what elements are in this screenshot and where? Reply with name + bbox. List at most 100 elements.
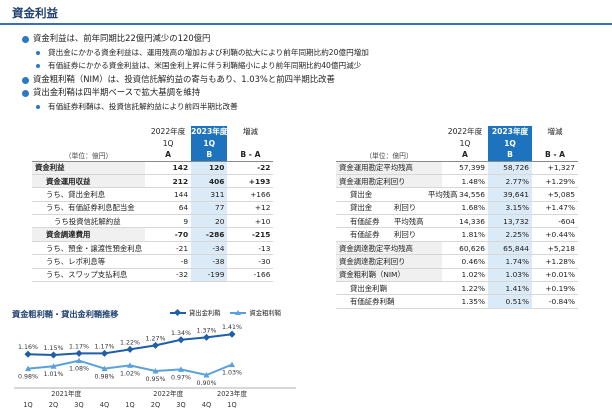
row-label: 資金調達勘定平均残高 — [336, 241, 442, 256]
data-point — [229, 361, 235, 368]
yield-table: 2022年度 2023年度 増減 1Q 1Q （単位：億円） A B B - A… — [336, 126, 578, 309]
data-point — [50, 363, 57, 369]
col-year-diff: 増減 — [547, 127, 563, 137]
cell-b: 39,641 — [488, 187, 532, 202]
data-point — [100, 349, 109, 357]
table-header-letter: （単位：億円） A B B - A — [32, 149, 273, 161]
cell-a: 9 — [145, 214, 192, 229]
cell-a: 0.46% — [442, 254, 488, 269]
unit-label: （単位：億円） — [64, 151, 113, 160]
table-row: 資金調達勘定利回り 0.46% 1.74% +1.28% — [336, 254, 578, 269]
data-label: 1.15% — [43, 345, 63, 352]
cell-diff: -22 — [227, 160, 274, 175]
cell-a: -70 — [145, 227, 192, 242]
year-label: 2023年度 — [217, 389, 247, 398]
col-q-a: 1Q — [459, 138, 471, 148]
cell-b: 77 — [191, 201, 228, 216]
data-point — [101, 365, 108, 372]
col-year-b: 2023年度 — [488, 126, 532, 138]
cell-b: 311 — [191, 187, 228, 202]
cell-diff: +0.44% — [532, 227, 578, 242]
data-label: 1.34% — [171, 330, 191, 337]
margin-trend-chart: 1.16% 1.15% 1.17% 1.17% 1.22% 1.27% 1.34% 1.37%… — [14, 324, 296, 409]
cell-a: 34,556 — [442, 187, 488, 202]
col-letter-diff: B - A — [240, 150, 261, 160]
data-point — [76, 357, 82, 364]
row-label-main: 有価証券 — [350, 230, 380, 240]
row-label: 貸出金利鞘 — [336, 281, 442, 296]
table-row: 有価証券 平均残高 14,336 13,732 -604 — [336, 214, 578, 229]
tick-label: 1Q — [23, 401, 32, 409]
cell-b: 1.03% — [488, 268, 532, 283]
row-label-main: 貸出金 — [350, 203, 373, 213]
table-row: 貸出金利鞘 1.22% 1.41% +0.19% — [336, 281, 578, 296]
table-row: 資金粗利鞘（NIM） 1.02% 1.03% +0.01% — [336, 268, 578, 283]
row-label: 貸出金 利回り — [336, 201, 442, 216]
tick-label: 3Q — [74, 401, 83, 409]
row-label: 資金運用収益 — [32, 174, 146, 189]
row-label: 資金調達費用 — [32, 227, 146, 242]
cell-b: 120 — [191, 160, 228, 175]
data-label: 0.90% — [196, 380, 216, 387]
data-point — [49, 351, 58, 359]
data-point — [177, 336, 185, 344]
data-label: 0.97% — [171, 374, 191, 381]
tick-label: 2Q — [151, 401, 160, 409]
col-q-a: 1Q — [162, 138, 174, 148]
table-row: うち、預金・譲渡性預金利息 -21 -34 -13 — [32, 241, 274, 256]
table-header-year: 2022年度 2023年度 増減 — [32, 126, 273, 138]
cell-a: 60,626 — [442, 241, 488, 256]
tick-label: 2Q — [49, 401, 58, 409]
funding-income-table: 2022年度 2023年度 増減 1Q 1Q （単位：億円） A B B - A… — [32, 126, 274, 283]
cell-a: 1.35% — [442, 294, 488, 309]
cell-diff: +193 — [227, 174, 274, 189]
cell-a: -21 — [145, 241, 192, 256]
row-label-sub: 平均残高 — [428, 189, 458, 199]
page-title: 資金利益 — [12, 6, 58, 20]
cell-diff: -604 — [532, 214, 578, 229]
cell-b: 1.41% — [488, 281, 532, 296]
row-label: うち、貸出金利息 — [32, 187, 146, 202]
cell-b: 406 — [191, 174, 228, 189]
data-label: 1.17% — [69, 343, 89, 350]
bullet-3-sub-1: 有価証券利鞘は、投資信託解約益により前四半期比改善 — [22, 100, 602, 114]
col-q-diff — [227, 138, 273, 150]
table-header-letter: （単位：億円） A B B - A — [336, 149, 578, 161]
data-point — [178, 366, 184, 372]
data-label: 0.98% — [18, 374, 38, 381]
table-row: 資金調達勘定平均残高 60,626 65,844 +5,218 — [336, 241, 578, 256]
bullet-3: 貸出金利鞘は四半期ベースで拡大基調を維持 — [22, 86, 602, 100]
data-point — [151, 341, 160, 349]
unit-label: （単位：億円） — [365, 151, 413, 160]
row-label-main: 有価証券 — [350, 216, 380, 226]
table-row: うち投資信託解約益 9 20 +10 — [32, 214, 274, 229]
cell-diff: -215 — [227, 227, 274, 242]
data-label: 0.95% — [145, 376, 165, 383]
cell-b: -199 — [191, 268, 228, 283]
cell-diff: -13 — [227, 241, 274, 256]
cell-a: 1.02% — [442, 268, 488, 283]
cell-b: -286 — [191, 227, 228, 242]
row-label: 貸出金 平均残高 — [336, 187, 458, 202]
data-label: 1.41% — [222, 324, 242, 331]
cell-b: 1.74% — [488, 254, 532, 269]
data-label: 1.17% — [94, 343, 114, 350]
cell-diff: +1,327 — [532, 160, 578, 175]
cell-b: 20 — [191, 214, 228, 229]
cell-diff: +5,085 — [532, 187, 578, 202]
cell-a: 57,399 — [442, 160, 488, 175]
data-point — [152, 368, 159, 374]
legend-item-loan-spread: 貸出金利鞘 — [170, 308, 220, 317]
col-letter-a: A — [462, 150, 468, 160]
cell-b: -38 — [191, 254, 228, 269]
col-letter-b: B — [488, 149, 532, 161]
col-q-diff — [532, 138, 578, 150]
table-row: 有価証券利鞘 1.35% 0.51% -0.84% — [336, 294, 578, 309]
col-q-b: 1Q — [488, 137, 532, 149]
row-label-main: 貸出金 — [350, 189, 373, 199]
cell-a: 142 — [145, 160, 192, 175]
cell-a: -8 — [145, 254, 192, 269]
row-label: うち投資信託解約益 — [32, 214, 146, 229]
cell-a: 1.81% — [442, 227, 488, 242]
table-row: 有価証券 利回り 1.81% 2.25% +0.44% — [336, 227, 578, 242]
